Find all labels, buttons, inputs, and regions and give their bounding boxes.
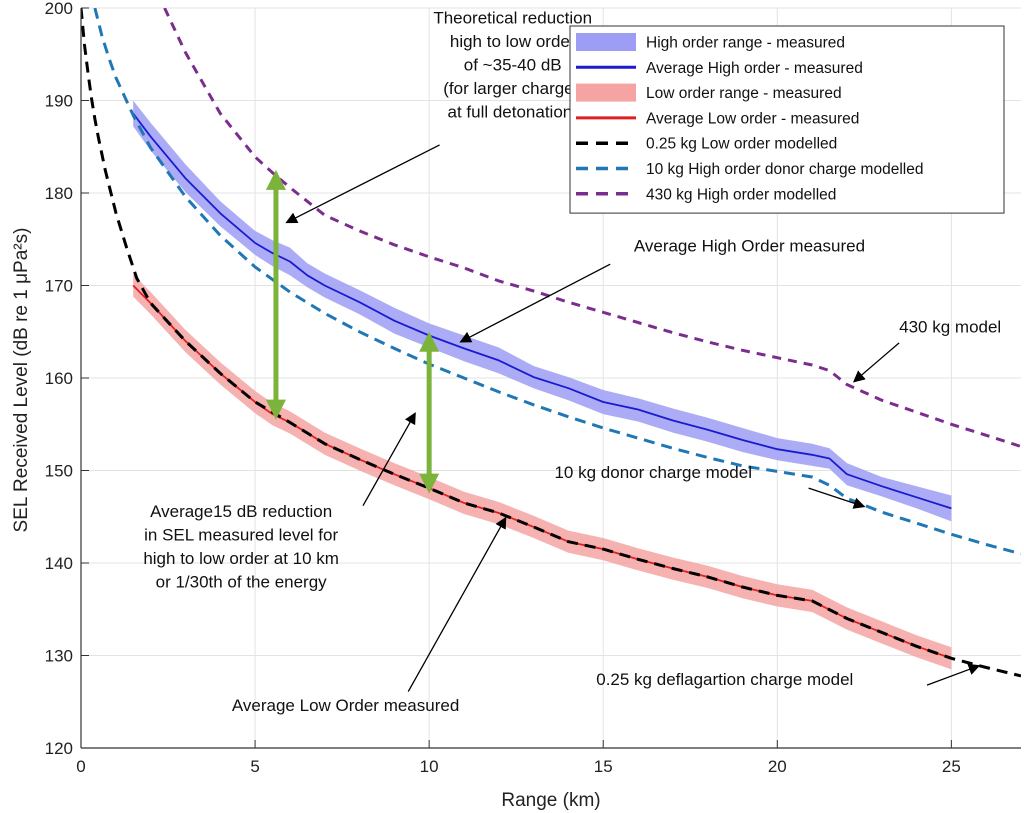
x-tick-label: 15 (594, 757, 613, 776)
annotation-arrow (285, 144, 440, 224)
annotation-line: at full detonation) (447, 103, 577, 122)
annotation-text: Average High Order measured (634, 236, 865, 255)
legend-label: Low order range - measured (646, 85, 842, 102)
x-tick-label: 20 (768, 757, 787, 776)
high-order-range-measured-band (133, 100, 952, 522)
annotation-arrow (808, 487, 866, 509)
y-tick-label: 160 (45, 369, 73, 388)
legend-label: Average Low order - measured (646, 110, 859, 127)
legend-swatch-band (576, 33, 636, 51)
y-axis-label: SEL Received Level (dB re 1 μPa²s) (11, 228, 32, 533)
annotation-text: Theoretical reduction high to low order of… (433, 9, 592, 122)
annotation-line: or 1/30th of the energy (156, 572, 328, 591)
annotation-line: 430 kg model (899, 318, 1001, 337)
y-tick-label: 150 (45, 462, 73, 481)
annotation-arrow (853, 342, 900, 383)
legend-label: Average High order - measured (646, 60, 863, 77)
y-tick-label: 190 (45, 92, 73, 111)
legend: High order range - measured Average High … (569, 25, 1005, 214)
y-tick-label: 180 (45, 184, 73, 203)
average-high-order-measured-line (132, 112, 952, 510)
legend-label: 430 kg High order modelled (646, 186, 836, 203)
legend-label: 0.25 kg Low order modelled (646, 136, 837, 153)
annotation-line: high to low order (450, 32, 576, 51)
annotation-text: 430 kg model (899, 318, 1001, 337)
annotation-line: (for larger charges (443, 79, 582, 98)
y-tick-label: 130 (45, 647, 73, 666)
annotation-line: Average High Order measured (634, 236, 865, 255)
x-axis-label: Range (km) (501, 790, 600, 811)
annotation-text: 0.25 kg deflagartion charge model (596, 670, 853, 689)
annotation-line: Average15 dB reduction (150, 502, 332, 521)
0-25-kg-low-order-modelled-line (81, 8, 1021, 678)
annotation-arrow (459, 263, 611, 343)
y-tick-label: 170 (45, 277, 73, 296)
annotation-line: of ~35-40 dB (464, 56, 562, 75)
y-tick-label: 140 (45, 554, 73, 573)
annotation-line: high to low order at 10 km (143, 549, 339, 568)
annotation-arrow (407, 516, 507, 692)
legend-swatch-band (576, 83, 636, 102)
x-tick-label: 25 (942, 757, 961, 776)
x-tick-label: 10 (420, 757, 439, 776)
10-kg-high-order-donor-charge-modelled-line (93, 8, 1021, 556)
y-tick-label: 120 (45, 739, 73, 758)
annotation-line: in SEL measured level for (144, 525, 338, 544)
annotation-arrow (926, 663, 981, 686)
legend-box (569, 25, 1005, 214)
annotation-line: 10 kg donor charge model (554, 463, 752, 482)
legend-label: 10 kg High order donor charge modelled (646, 161, 923, 178)
annotation-line: Average Low Order measured (232, 696, 459, 715)
low-order-range-measured-band (133, 274, 952, 670)
annotation-line: Theoretical reduction (433, 9, 592, 28)
annotation-text: 10 kg donor charge model (554, 463, 752, 482)
plot-series (81, 8, 1021, 678)
x-tick-label: 0 (76, 757, 85, 776)
annotation-text: Average15 dB reduction in SEL measured le… (143, 502, 339, 592)
legend-label: High order range - measured (646, 35, 845, 52)
annotations: Theoretical reduction high to low order of… (143, 9, 1001, 715)
x-tick-label: 5 (250, 757, 259, 776)
y-tick-label: 200 (45, 0, 73, 18)
annotation-line: 0.25 kg deflagartion charge model (596, 670, 853, 689)
axes: 0 5 10 15 20 25 120 130 140 150 160 170 180 190 200 (45, 0, 1021, 776)
annotation-text: Average Low Order measured (232, 696, 459, 715)
annotation-arrow (362, 412, 416, 506)
